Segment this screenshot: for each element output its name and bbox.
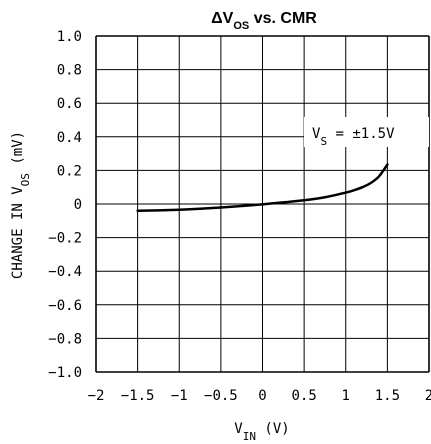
x-axis-label-rest: (V) <box>256 421 290 437</box>
y-axis-label-base: CHANGE IN V <box>10 186 26 279</box>
y-tick-label: 0.8 <box>57 63 82 79</box>
x-axis-label: VIN (V) <box>234 421 289 443</box>
y-tick-label: 1.0 <box>57 29 82 45</box>
y-axis-label-sub: OS <box>19 173 32 186</box>
y-tick-label: −0.6 <box>48 298 82 314</box>
x-tick-label: 0.5 <box>291 388 316 404</box>
x-tick-label: −2 <box>88 388 105 404</box>
y-tick-label: 0.6 <box>57 96 82 112</box>
y-tick-label: −0.4 <box>48 264 82 280</box>
y-tick-label: −1.0 <box>48 365 82 381</box>
x-axis-label-sub: IN <box>243 430 256 443</box>
chart-title-rest: vs. CMR <box>249 10 317 27</box>
annotation-background <box>304 117 429 147</box>
y-axis-label: CHANGE IN VOS (mV) <box>10 131 32 279</box>
y-tick-label: −0.2 <box>48 231 82 247</box>
y-tick-label: 0.2 <box>57 163 82 179</box>
x-tick-label: −1 <box>171 388 188 404</box>
chart-title-base: ΔV <box>211 10 234 27</box>
y-axis-label-rest: (mV) <box>10 131 26 173</box>
y-tick-label: −0.8 <box>48 331 82 347</box>
y-tick-label: 0.4 <box>57 130 82 146</box>
x-axis-label-base: V <box>234 421 243 437</box>
supply-annotation: VS = ±1.5V <box>312 126 395 148</box>
y-tick-label: 0 <box>74 197 82 213</box>
chart-title-sub: OS <box>233 20 249 32</box>
supply-annotation-rest: = ±1.5V <box>327 126 395 142</box>
series-line <box>136 163 389 212</box>
x-tick-label: 1.5 <box>375 388 400 404</box>
x-tick-label: 1 <box>342 388 350 404</box>
supply-annotation-base: V <box>312 126 321 142</box>
x-tick-label: 2 <box>425 388 431 404</box>
x-tick-label: −1.5 <box>121 388 155 404</box>
supply-annotation-sub: S <box>320 135 327 148</box>
y-tick-labels: 1.0 0.8 0.6 0.4 0.2 0 −0.2 −0.4 −0.6 −0.8 −1.0 <box>48 29 82 381</box>
chart-title: ΔVOS vs. CMR <box>211 10 317 32</box>
x-tick-label: −0.5 <box>204 388 238 404</box>
x-tick-labels: −2 −1.5 −1 −0.5 0 0.5 1 1.5 2 <box>88 388 431 404</box>
x-tick-label: 0 <box>258 388 266 404</box>
